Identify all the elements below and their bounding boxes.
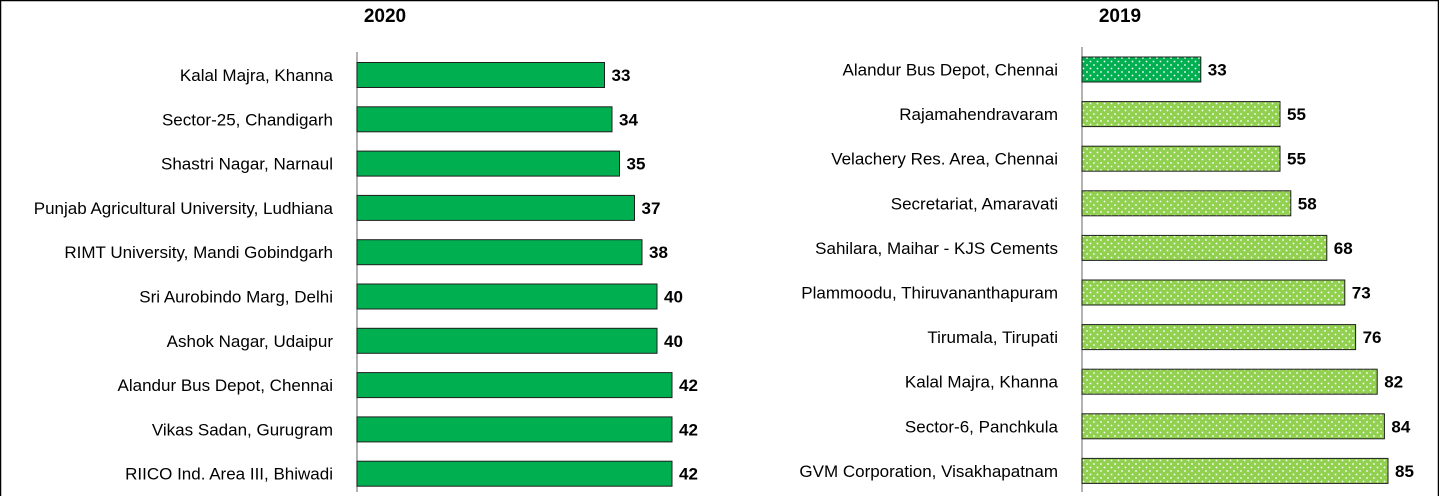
category-label-2020-3: Shastri Nagar, Narnaul	[161, 155, 333, 174]
data-label-2019-5: 68	[1334, 239, 1353, 258]
bar-2020-10	[356, 460, 673, 487]
bar-2020-3	[356, 150, 620, 177]
bars-2019: Alandur Bus Depot, Chennai 33 Rajamahendra…	[799, 56, 1414, 484]
data-label-2019-8: 82	[1384, 373, 1403, 392]
data-label-2020-8: 42	[679, 376, 698, 395]
category-label-2019-8: Kalal Majra, Khanna	[905, 373, 1059, 392]
category-label-2020-8: Alandur Bus Depot, Chennai	[118, 376, 333, 395]
category-label-2020-6: Sri Aurobindo Marg, Delhi	[139, 288, 333, 307]
category-label-2019-6: Plammoodu, Thiruvananthapuram	[801, 284, 1058, 303]
category-label-2020-9: Vikas Sadan, Gurugram	[152, 420, 333, 439]
bar-2020-4	[356, 194, 635, 221]
bar-2019-4	[1081, 190, 1292, 217]
bar-2020-6	[356, 283, 658, 310]
data-label-2020-6: 40	[664, 288, 683, 307]
bar-2020-5	[356, 239, 643, 266]
bars-2020: Kalal Majra, Khanna 33 Sector-25, Chandiga…	[34, 62, 698, 487]
bar-2020-7	[356, 327, 658, 354]
data-label-2019-2: 55	[1287, 105, 1306, 124]
category-label-2019-2: Rajamahendravaram	[899, 105, 1058, 124]
bar-2020-8	[356, 372, 673, 399]
bar-2019-6	[1081, 279, 1346, 306]
bar-2019-9	[1081, 413, 1385, 440]
category-label-2020-7: Ashok Nagar, Udaipur	[167, 332, 334, 351]
category-label-2019-9: Sector-6, Panchkula	[905, 417, 1059, 436]
chart-title-2019: 2019	[1099, 6, 1141, 27]
data-label-2020-10: 42	[679, 465, 698, 484]
data-label-2020-9: 42	[679, 420, 698, 439]
category-label-2019-5: Sahilara, Maihar - KJS Cements	[815, 239, 1058, 258]
bar-2019-3	[1081, 145, 1281, 172]
data-label-2020-5: 38	[649, 243, 668, 262]
bar-2019-2	[1081, 101, 1281, 128]
data-label-2020-4: 37	[642, 199, 661, 218]
data-label-2020-3: 35	[627, 155, 646, 174]
data-label-2020-2: 34	[619, 110, 638, 129]
data-label-2019-9: 84	[1391, 417, 1410, 436]
data-label-2019-1: 33	[1208, 61, 1227, 80]
data-label-2019-4: 58	[1298, 194, 1317, 213]
category-label-2019-1: Alandur Bus Depot, Chennai	[843, 61, 1058, 80]
bar-2019-8	[1081, 368, 1378, 395]
bar-2020-9	[356, 416, 673, 443]
chart-title-2020: 2020	[364, 6, 406, 27]
bar-2020-1	[356, 62, 605, 88]
data-label-2020-7: 40	[664, 332, 683, 351]
category-label-2019-4: Secretariat, Amaravati	[891, 194, 1058, 213]
category-label-2020-2: Sector-25, Chandigarh	[162, 110, 333, 129]
bar-2020-2	[356, 106, 613, 133]
data-label-2019-10: 85	[1395, 462, 1414, 481]
bar-2019-5	[1081, 234, 1328, 261]
bar-2019-10	[1081, 457, 1389, 484]
category-label-2019-7: Tirumala, Tirupati	[927, 328, 1058, 347]
category-label-2019-3: Velachery Res. Area, Chennai	[831, 150, 1058, 169]
bar-2019-1	[1081, 56, 1202, 83]
data-label-2019-6: 73	[1352, 284, 1371, 303]
bar-2019-7	[1081, 324, 1357, 351]
data-label-2019-7: 76	[1363, 328, 1382, 347]
category-label-2019-10: GVM Corporation, Visakhapatnam	[799, 462, 1058, 481]
data-label-2020-1: 33	[612, 66, 631, 85]
category-label-2020-10: RIICO Ind. Area III, Bhiwadi	[125, 465, 333, 484]
data-label-2019-3: 55	[1287, 150, 1306, 169]
category-label-2020-4: Punjab Agricultural University, Ludhiana	[34, 199, 334, 218]
category-label-2020-1: Kalal Majra, Khanna	[180, 66, 334, 85]
category-label-2020-5: RIMT University, Mandi Gobindgarh	[64, 243, 333, 262]
